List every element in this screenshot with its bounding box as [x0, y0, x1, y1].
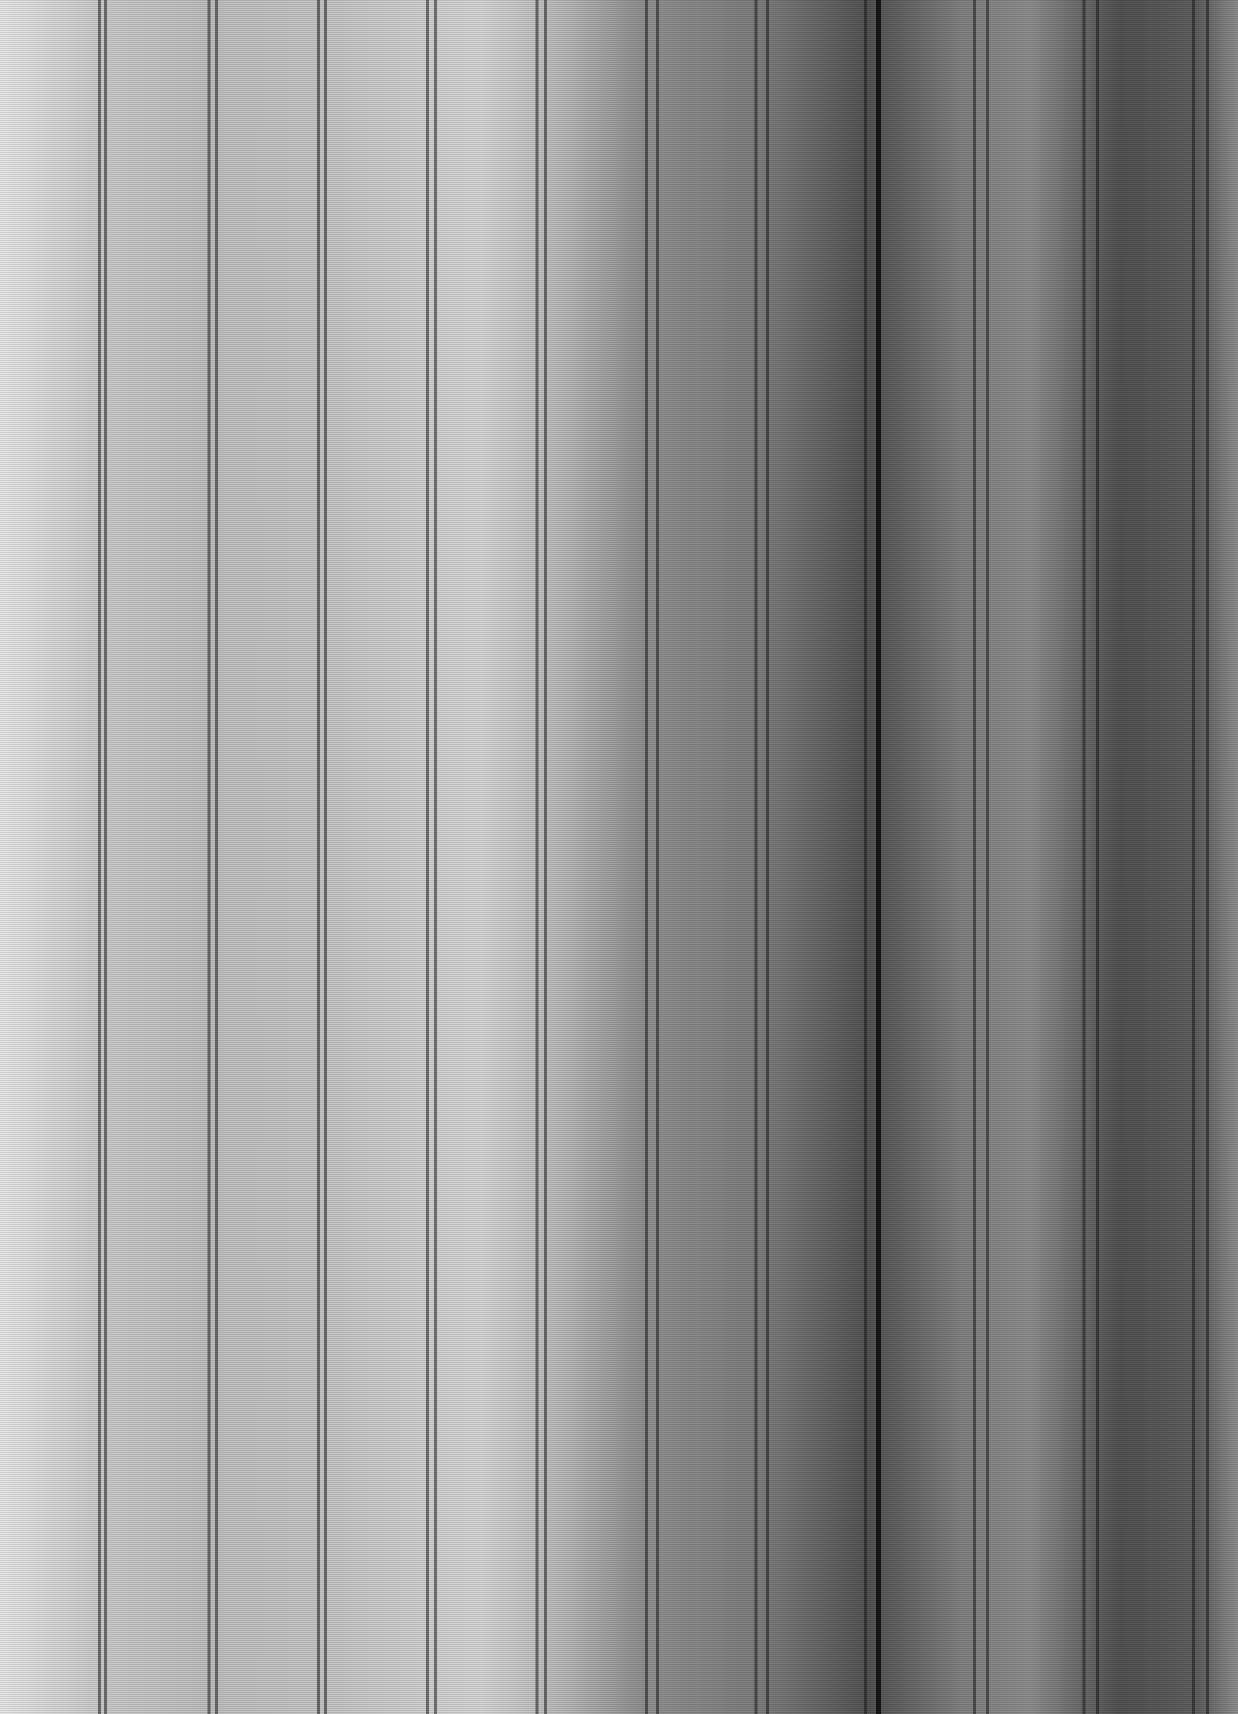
page: [0, 0, 1238, 1714]
vertical-stripe: [986, 0, 989, 1714]
striped-texture: [0, 0, 1238, 1714]
vertical-stripe: [876, 0, 881, 1714]
vertical-stripe: [1096, 0, 1099, 1714]
vertical-stripe: [215, 0, 218, 1714]
vertical-stripe: [766, 0, 769, 1714]
vertical-stripe: [324, 0, 327, 1714]
vertical-stripe: [1206, 0, 1209, 1714]
vertical-stripe: [656, 0, 659, 1714]
vertical-stripe: [104, 0, 107, 1714]
vertical-stripe: [544, 0, 547, 1714]
vertical-stripe: [434, 0, 437, 1714]
